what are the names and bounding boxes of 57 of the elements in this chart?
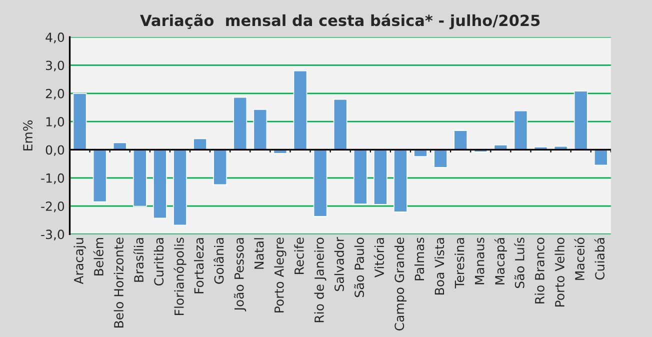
x-tick-label: Salvador bbox=[334, 236, 344, 292]
y-tick-label: 3,0 bbox=[46, 60, 64, 72]
bar bbox=[72, 92, 87, 150]
x-tick-label: Boa Vista bbox=[434, 238, 444, 294]
x-tick-label: Macapá bbox=[494, 238, 507, 284]
bar bbox=[514, 110, 528, 150]
bar bbox=[434, 149, 448, 168]
bar bbox=[92, 149, 107, 202]
x-tick-label: Curitiba bbox=[154, 238, 164, 286]
x-tick-label: Belo Horizonte bbox=[114, 238, 124, 328]
x-tick-label: Maceió bbox=[574, 238, 584, 280]
y-tick-label: 0,0 bbox=[46, 145, 64, 156]
x-tick-label: Manaus bbox=[474, 238, 484, 284]
y-tick-label: -1,0 bbox=[41, 173, 64, 184]
y-tick-label: -2,0 bbox=[41, 202, 64, 212]
x-tick-label: Palmas bbox=[414, 238, 424, 280]
bar bbox=[153, 149, 167, 219]
bar bbox=[353, 149, 368, 204]
x-tick-label: Campo Grande bbox=[394, 238, 407, 330]
bar bbox=[373, 149, 388, 205]
x-tick-label: Florianópolis bbox=[174, 238, 186, 315]
y-tick-label: -3,0 bbox=[41, 230, 64, 240]
x-tick-label: Belém bbox=[93, 238, 104, 276]
bar bbox=[253, 109, 268, 150]
x-tick-label: São Paulo bbox=[354, 238, 364, 298]
x-tick-label: João Pessoa bbox=[234, 238, 246, 312]
bar bbox=[594, 149, 608, 166]
bar bbox=[132, 149, 147, 207]
x-tick-label: Vitória bbox=[374, 238, 384, 278]
x-tick-label: Fortaleza bbox=[194, 238, 204, 294]
bar bbox=[213, 149, 228, 186]
x-tick-label: Recife bbox=[294, 238, 304, 274]
y-tick-label: 1,0 bbox=[46, 117, 64, 128]
y-tick-label: 4,0 bbox=[46, 32, 64, 44]
bar bbox=[293, 70, 308, 150]
y-axis-title: Em% bbox=[23, 120, 33, 150]
bar bbox=[394, 149, 408, 212]
bar bbox=[454, 130, 468, 150]
x-tick-label: Natal bbox=[254, 238, 264, 269]
x-tick-label: Rio de Janeiro bbox=[314, 238, 326, 322]
bar bbox=[173, 149, 187, 226]
chart-title: Variação mensal da cesta básica* - julho/2025 bbox=[140, 14, 540, 30]
x-tick-label: Aracaju bbox=[74, 238, 86, 284]
x-tick-label: São Luís bbox=[514, 238, 524, 288]
x-tick-label: Rio Branco bbox=[534, 238, 544, 304]
bar bbox=[574, 90, 588, 150]
x-tick-label: Cuiabá bbox=[594, 238, 605, 280]
bar bbox=[233, 96, 248, 150]
x-tick-label: Porto Velho bbox=[554, 238, 564, 306]
y-tick-label: 2,0 bbox=[46, 88, 64, 100]
bar bbox=[193, 138, 207, 150]
bar bbox=[313, 149, 328, 217]
bar bbox=[333, 98, 348, 150]
x-tick-label: Teresina bbox=[454, 238, 464, 288]
x-tick-label: Goiânia bbox=[214, 238, 224, 284]
x-tick-label: Porto Alegre bbox=[274, 238, 286, 312]
x-tick-label: Brasília bbox=[133, 238, 144, 282]
